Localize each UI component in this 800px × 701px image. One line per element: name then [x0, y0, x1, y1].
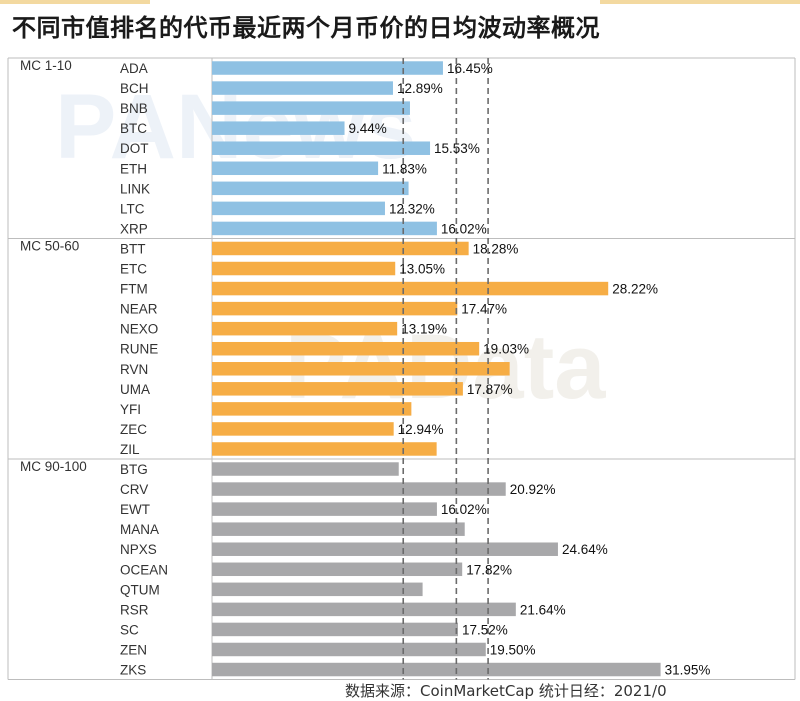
category-label-nexo: NEXO: [120, 322, 158, 337]
bar-ada: [212, 61, 443, 75]
category-label-bnb: BNB: [120, 101, 148, 116]
bar-uma: [212, 382, 463, 396]
category-label-bch: BCH: [120, 81, 149, 96]
category-label-qtum: QTUM: [120, 582, 160, 597]
bar-rvn: [212, 362, 510, 376]
bar-qtum: [212, 582, 423, 597]
bar-link: [212, 181, 409, 196]
data-label-ada: 16.45%: [447, 61, 493, 76]
category-label-dot: DOT: [120, 141, 149, 156]
category-label-btg: BTG: [120, 462, 148, 477]
category-label-mana: MANA: [120, 522, 159, 537]
bar-npxs: [212, 542, 558, 556]
category-label-zec: ZEC: [120, 422, 147, 437]
category-label-ewt: EWT: [120, 502, 150, 517]
bar-yfi: [212, 402, 412, 416]
data-label-zec: 12.94%: [398, 422, 444, 437]
bar-near: [212, 301, 458, 316]
data-label-ocean: 17.82%: [466, 562, 512, 577]
chart-title: 不同市值排名的代币最近两个月币价的日均波动率概况: [12, 14, 600, 42]
bar-ftm: [212, 281, 609, 296]
category-label-ltc: LTC: [120, 201, 145, 216]
chart-frame: [7, 57, 796, 681]
category-label-ada: ADA: [120, 61, 148, 76]
data-label-crv: 20.92%: [510, 482, 556, 497]
bar-etc: [212, 261, 396, 276]
top-accent-strip: [0, 0, 800, 4]
data-label-bch: 12.89%: [397, 81, 443, 96]
bar-zil: [212, 442, 437, 456]
bar-btc: [212, 121, 345, 135]
category-label-yfi: YFI: [120, 402, 141, 417]
category-label-crv: CRV: [120, 482, 148, 497]
category-label-etc: ETC: [120, 262, 147, 277]
data-source-footer: 数据来源：CoinMarketCap 统计日经：2021/0: [345, 682, 667, 700]
category-label-zen: ZEN: [120, 642, 147, 657]
reference-lines: [402, 58, 489, 680]
category-label-zil: ZIL: [120, 442, 140, 457]
bar-rune: [212, 341, 480, 356]
bar-crv: [212, 482, 506, 496]
category-label-near: NEAR: [120, 302, 158, 317]
bar-btt: [212, 241, 469, 256]
data-label-ltc: 12.32%: [389, 201, 435, 216]
category-label-xrp: XRP: [120, 221, 148, 236]
group-label-mc-1-10: MC 1-10: [20, 58, 72, 73]
category-label-sc: SC: [120, 622, 139, 637]
data-label-eth: 11.83%: [382, 161, 427, 176]
category-label-btt: BTT: [120, 241, 146, 256]
bar-nexo: [212, 321, 398, 336]
bar-rsr: [212, 602, 516, 617]
group-label-mc-50-60: MC 50-60: [20, 238, 79, 253]
bar-ewt: [212, 502, 437, 516]
data-label-sc: 17.52%: [462, 622, 508, 637]
bar-sc: [212, 622, 458, 637]
labels-layer: MC 1-10 ADA 16.45% BCH 12.89% BNB BTC 9.44% DOT 1…: [20, 58, 710, 678]
data-label-ftm: 28.22%: [612, 282, 658, 297]
bar-zen: [212, 642, 486, 657]
data-label-ewt: 16.02%: [441, 502, 487, 517]
data-label-etc: 13.05%: [399, 262, 445, 277]
bar-zks: [212, 662, 661, 677]
data-label-nexo: 13.19%: [401, 322, 447, 337]
bar-zec: [212, 422, 394, 436]
data-label-zks: 31.95%: [665, 663, 711, 678]
category-label-ocean: OCEAN: [120, 562, 168, 577]
bar-xrp: [212, 221, 437, 236]
bars-layer: [212, 61, 661, 677]
data-label-dot: 15.53%: [434, 141, 480, 156]
data-label-near: 17.47%: [461, 302, 507, 317]
bar-mana: [212, 522, 465, 536]
data-label-rsr: 21.64%: [520, 602, 566, 617]
data-label-rune: 19.03%: [483, 342, 529, 357]
category-label-rune: RUNE: [120, 342, 158, 357]
category-label-link: LINK: [120, 181, 150, 196]
category-label-zks: ZKS: [120, 663, 146, 678]
bar-ocean: [212, 562, 463, 577]
bar-eth: [212, 161, 379, 176]
bar-bch: [212, 81, 393, 95]
data-label-npxs: 24.64%: [562, 542, 608, 557]
bar-dot: [212, 141, 431, 155]
data-label-btt: 18.28%: [473, 241, 519, 256]
category-label-eth: ETH: [120, 161, 147, 176]
bar-bnb: [212, 101, 410, 115]
data-label-xrp: 16.02%: [441, 221, 487, 236]
category-label-rvn: RVN: [120, 362, 148, 377]
data-label-btc: 9.44%: [349, 121, 387, 136]
data-label-uma: 17.87%: [467, 382, 513, 397]
category-label-ftm: FTM: [120, 282, 148, 297]
data-label-zen: 19.50%: [490, 642, 536, 657]
category-label-rsr: RSR: [120, 602, 149, 617]
category-label-btc: BTC: [120, 121, 147, 136]
category-label-uma: UMA: [120, 382, 150, 397]
category-label-npxs: NPXS: [120, 542, 157, 557]
bar-ltc: [212, 201, 385, 216]
group-label-mc-90-100: MC 90-100: [20, 459, 87, 474]
bar-btg: [212, 462, 399, 476]
